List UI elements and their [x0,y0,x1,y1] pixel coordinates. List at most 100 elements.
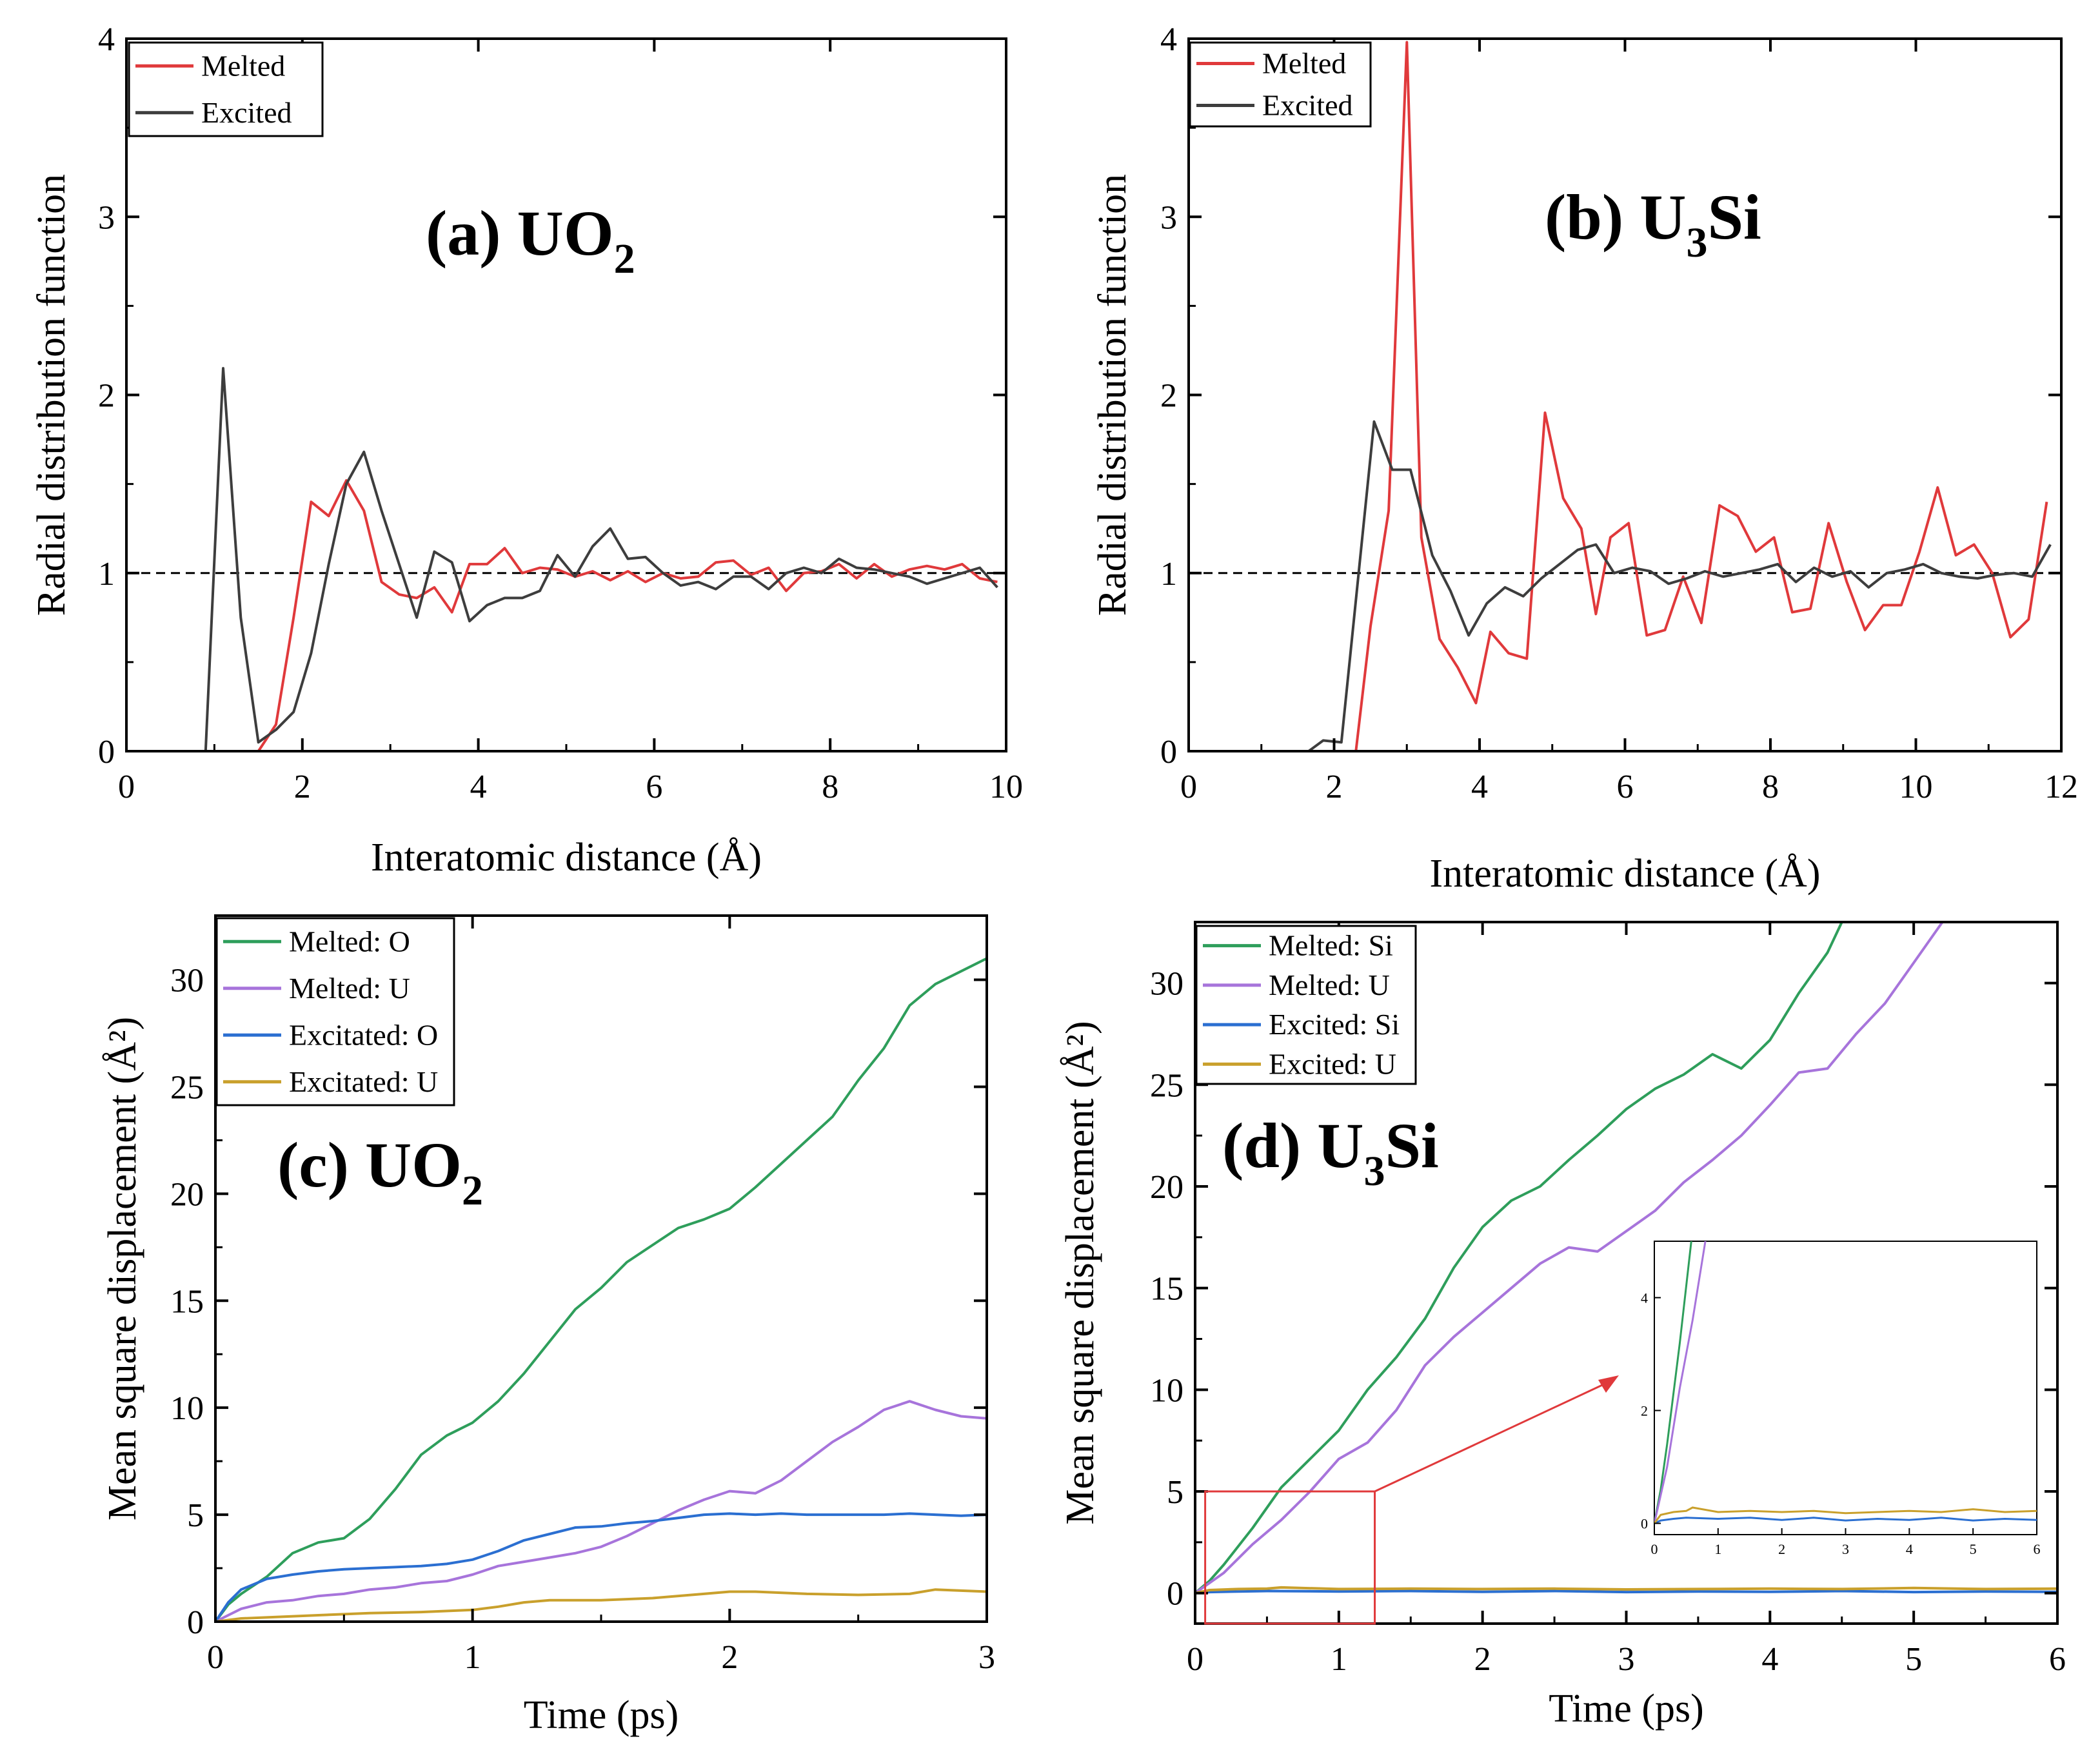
panel-title-subscript: 3 [1363,1148,1385,1195]
panel-title: (c) UO2 [277,1129,483,1214]
y-tick-label: 0 [1167,1576,1184,1613]
x-tick-label: 6 [2049,1641,2066,1678]
legend-box [215,917,455,1106]
x-tick-label: 0 [207,1639,224,1676]
legend-entry: Excited: U [1269,1047,1396,1080]
x-axis-label: Time (ps) [524,1693,679,1737]
y-tick-label: 4 [1160,21,1177,58]
y-tick-label: 4 [98,21,115,58]
inset-x-tick-label: 2 [1778,1541,1785,1557]
y-axis-label: Mean square displacement (Å²) [101,1017,144,1520]
inset-x-tick-label: 1 [1714,1541,1721,1557]
legend-entry: Excited [201,96,292,129]
y-axis-label: Radial distribution function [30,174,74,616]
legend-entry: Melted [201,49,285,82]
x-tick-label: 1 [1331,1641,1347,1678]
panel-a: 0 2 4 6 8 10 0 1 2 3 4 Interatomic distance (Å) Radi… [30,21,1023,880]
inset-x-tick-label: 3 [1842,1541,1849,1557]
legend-entry: Melted: O [289,925,410,958]
inset-series-line [1654,1506,2037,1524]
y-tick-label: 30 [170,963,204,999]
y-axis-label: Mean square displacement (Å²) [1058,1021,1102,1524]
zoom-arrow-head [1598,1375,1619,1393]
inset-y-tick-label: 4 [1641,1290,1648,1306]
panel-title-subscript: 2 [462,1167,483,1214]
x-tick-label: 10 [1899,769,1933,805]
inset-frame [1654,1241,2037,1535]
y-tick-label: 1 [1160,556,1177,593]
series-line-melted [126,479,998,752]
legend-box [128,41,324,137]
legend-entry: Excited: Si [1269,1008,1400,1041]
y-tick-label: 10 [170,1390,204,1427]
series-line-excitated-u [215,1588,987,1623]
y-tick-label: 15 [1150,1271,1184,1308]
legend-entry: Melted: U [1269,968,1390,1001]
inset-y-tick-label: 0 [1641,1516,1648,1532]
x-tick-label: 3 [978,1639,995,1676]
inset-series-line [1654,1517,2037,1524]
series-line-melted-si [1194,921,1843,1595]
panel-title-main: (d) U [1222,1110,1363,1181]
y-tick-label: 1 [98,556,115,593]
series-line-melted-o [214,957,987,1623]
inset-y-tick-label: 2 [1641,1403,1648,1419]
x-tick-label: 2 [1326,769,1343,805]
panel-title: (a) UO2 [426,197,635,282]
y-tick-label: 30 [1150,966,1184,1003]
y-tick-label: 10 [1150,1372,1184,1409]
x-axis-label: Time (ps) [1549,1687,1704,1731]
y-tick-label: 3 [1160,199,1177,236]
series-line-excited-u [1194,1586,2058,1595]
panel-title-subscript: 3 [1686,219,1707,266]
legend-box [1189,41,1372,128]
plot-frame [1187,37,2063,752]
x-axis-label: Interatomic distance (Å) [1430,852,1821,896]
y-axis-label: Radial distribution function [1091,174,1134,616]
inset-plot: 0 1 2 3 4 5 6 0 2 4 [1641,1241,2041,1557]
legend-entry: Excitated: U [289,1065,438,1098]
x-tick-label: 8 [1762,769,1779,805]
series-line-melted [1189,41,2048,752]
x-tick-label: 12 [2045,769,2078,805]
y-tick-label: 25 [1150,1067,1184,1104]
x-tick-label: 4 [470,769,487,805]
x-tick-label: 1 [464,1639,481,1676]
series-line-excited [1189,420,2052,752]
y-tick-label: 20 [1150,1169,1184,1206]
plot-frame [125,37,1007,752]
y-tick-label: 3 [98,199,115,236]
x-tick-label: 10 [989,769,1023,805]
series-line-excited [126,367,998,752]
inset-x-tick-label: 4 [1906,1541,1913,1557]
y-tick-label: 20 [170,1176,204,1213]
y-tick-label: 2 [1160,378,1177,415]
inset-x-tick-label: 6 [2034,1541,2041,1557]
x-tick-label: 2 [1474,1641,1491,1678]
panel-title-main: (b) U [1545,181,1686,253]
y-tick-label: 15 [170,1283,204,1320]
x-tick-label: 8 [822,769,838,805]
x-tick-label: 0 [118,769,135,805]
x-tick-label: 4 [1471,769,1488,805]
panel-title: (b) U3Si [1545,181,1761,266]
panel-title-subscript: 2 [614,235,635,282]
series-line-melted-u [1194,921,1944,1595]
series-line-melted-u [215,1400,987,1623]
y-tick-label: 5 [1167,1474,1184,1511]
inset-series [1654,1241,2037,1524]
legend-entry: Excited [1262,89,1353,122]
panel-title-suffix: Si [1385,1110,1438,1181]
inset-x-tick-label: 0 [1651,1541,1658,1557]
x-tick-label: 4 [1761,1641,1778,1678]
panel-title-main: (a) UO [426,197,614,269]
legend-entry: Excitated: O [289,1018,438,1051]
y-tick-label: 0 [1160,734,1177,771]
x-tick-label: 6 [646,769,662,805]
zoom-arrow-line [1374,1381,1610,1493]
x-tick-label: 0 [1180,769,1197,805]
